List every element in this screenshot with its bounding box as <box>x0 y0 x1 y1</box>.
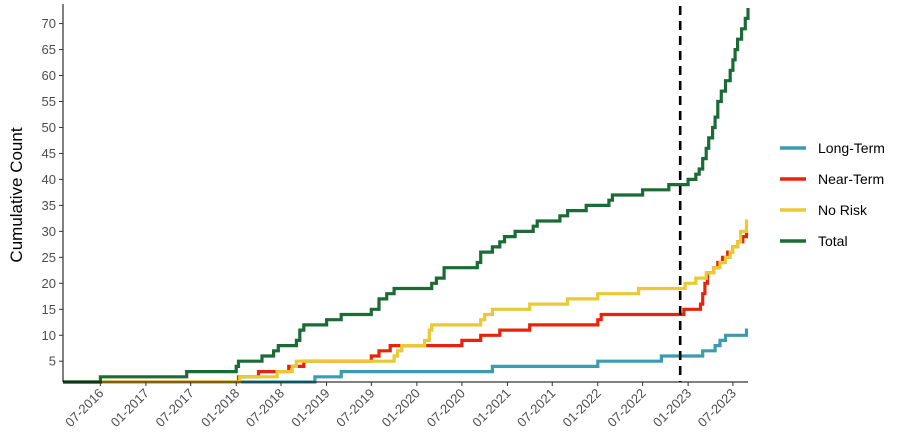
x-tick-label: 01-2019 <box>288 386 332 430</box>
x-tick-label: 07-2023 <box>695 386 739 430</box>
x-tick-label: 01-2017 <box>108 386 152 430</box>
x-tick-label: 01-2020 <box>379 386 423 430</box>
legend: Long-Term Near-Term No Risk Total <box>780 140 885 249</box>
x-tick-label: 07-2017 <box>152 386 196 430</box>
x-tick-label: 01-2021 <box>469 386 513 430</box>
y-tick-label: 65 <box>42 42 56 57</box>
series-line-near-term <box>63 229 749 384</box>
y-tick-label: 70 <box>42 16 56 31</box>
y-tick-label: 5 <box>49 354 56 369</box>
legend-label-long-term: Long-Term <box>818 140 885 156</box>
y-tick-label: 45 <box>42 146 56 161</box>
series-line-no-risk <box>63 219 749 384</box>
x-tick-label: 07-2022 <box>604 386 648 430</box>
y-axis-ticks: 5 10 15 20 25 30 35 40 45 50 55 60 65 70 <box>42 16 63 369</box>
legend-label-no-risk: No Risk <box>818 202 868 218</box>
x-tick-label: 01-2018 <box>198 386 242 430</box>
x-tick-label: 07-2018 <box>243 386 287 430</box>
y-tick-label: 55 <box>42 94 56 109</box>
y-tick-label: 60 <box>42 68 56 83</box>
legend-label-total: Total <box>818 233 848 249</box>
y-tick-label: 30 <box>42 224 56 239</box>
x-tick-label: 07-2021 <box>514 386 558 430</box>
plot-area <box>63 6 750 384</box>
x-tick-label: 01-2023 <box>650 386 694 430</box>
y-tick-label: 50 <box>42 120 56 135</box>
x-tick-label: 07-2020 <box>424 386 468 430</box>
x-axis-ticks: 07-2016 01-2017 07-2017 01-2018 07-2018 01-20… <box>62 382 739 430</box>
x-tick-label: 07-2019 <box>333 386 377 430</box>
y-tick-label: 25 <box>42 250 56 265</box>
y-tick-label: 10 <box>42 328 56 343</box>
series-line-long-term <box>63 328 749 384</box>
y-tick-label: 15 <box>42 302 56 317</box>
y-tick-label: 20 <box>42 276 56 291</box>
series-line-total <box>63 8 750 384</box>
legend-label-near-term: Near-Term <box>818 171 884 187</box>
x-tick-label: 07-2016 <box>62 386 106 430</box>
y-tick-label: 40 <box>42 172 56 187</box>
y-axis-title: Cumulative Count <box>7 127 26 262</box>
y-tick-label: 35 <box>42 198 56 213</box>
x-tick-label: 01-2022 <box>560 386 604 430</box>
